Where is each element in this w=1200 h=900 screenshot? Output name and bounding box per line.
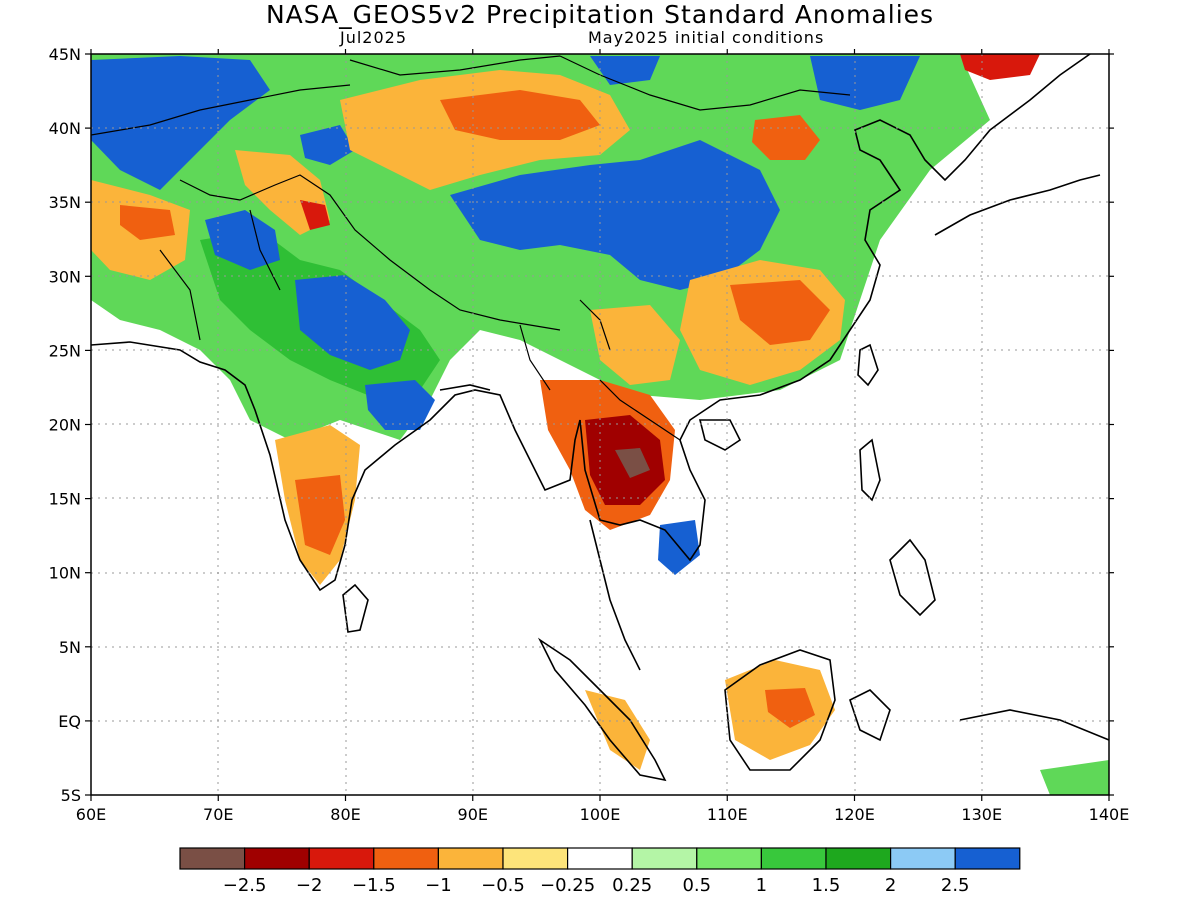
colorbar-swatch — [954, 847, 1021, 870]
dry-anomaly-borneo-core — [765, 688, 815, 728]
dry-anomaly-afghanistan-core — [120, 205, 175, 240]
map-title: NASA_GEOS5v2 Precipitation Standard Anom… — [265, 0, 935, 29]
dry-anomaly-deccan-core — [295, 475, 345, 555]
colorbar-label: −1.5 — [352, 875, 396, 896]
latitude-axis: 45N 40N 35N 30N 25N 20N 15N 10N 5N EQ 5S — [49, 45, 1114, 805]
forecast-month: Jul2025 — [340, 28, 408, 47]
anomaly-field — [91, 54, 1109, 795]
dry-anomaly-north-china — [752, 115, 820, 160]
lon-label: 60E — [76, 805, 106, 824]
lon-label: 130E — [961, 805, 1002, 824]
wet-anomaly-pakistan — [205, 210, 280, 270]
wet-anomaly-mongolia — [810, 56, 920, 110]
lon-label: 110E — [707, 805, 748, 824]
lon-label: 100E — [580, 805, 621, 824]
colorbar-swatch — [308, 847, 375, 870]
lat-label: 35N — [49, 193, 81, 212]
wet-anomaly-tibet — [450, 140, 780, 290]
wet-anomaly-central-india — [295, 275, 410, 370]
lat-label: 45N — [49, 45, 81, 64]
wet-anomaly-east-india — [365, 380, 435, 430]
coastlines — [91, 54, 1109, 782]
colorbar-label: 1.5 — [812, 875, 841, 896]
lon-label: 80E — [330, 805, 360, 824]
longitude-axis: 60E 70E 80E 90E 100E 110E 120E 130E 140E — [76, 49, 1130, 824]
colorbar-swatch — [696, 847, 762, 870]
lat-label: 5N — [59, 638, 81, 657]
colorbar-swatch — [179, 847, 246, 870]
lat-label: 30N — [49, 267, 81, 286]
lon-label: 70E — [203, 805, 233, 824]
wet-anomaly-xinjiang — [300, 125, 355, 165]
lon-label: 140E — [1089, 805, 1130, 824]
dry-anomaly-sumatra — [585, 690, 650, 770]
colorbar: −2.5 −2 −1.5 −1 −0.5 −0.25 0.25 0.5 1 1.5 2 2.5 — [179, 847, 1021, 896]
colorbar-swatch — [631, 847, 698, 870]
lat-label: 10N — [49, 564, 81, 583]
colorbar-label: 2.5 — [941, 875, 970, 896]
initial-conditions: May2025 initial conditions — [588, 28, 825, 47]
dry-anomaly-korea-japan — [960, 54, 1040, 80]
colorbar-label: −2 — [296, 875, 323, 896]
wet-anomaly-northwest — [91, 56, 270, 190]
colorbar-swatch — [373, 847, 439, 870]
lat-label: 25N — [49, 341, 81, 360]
dry-anomaly-south-china-core — [730, 280, 830, 345]
country-borders — [91, 55, 851, 441]
colorbar-label: 1 — [756, 875, 767, 896]
colorbar-swatch — [889, 847, 956, 870]
colorbar-swatch — [244, 847, 310, 870]
colorbar-swatch — [825, 847, 892, 870]
lat-label: 5S — [61, 786, 81, 805]
colorbar-swatch — [760, 847, 827, 870]
dry-anomaly-yunnan — [590, 305, 680, 385]
lon-label: 90E — [458, 805, 488, 824]
colorbar-label: 0.5 — [682, 875, 711, 896]
dry-anomaly-kashmir-core — [300, 200, 330, 230]
colorbar-label: −0.5 — [481, 875, 525, 896]
colorbar-label: 2 — [885, 875, 896, 896]
colorbar-label: −2.5 — [223, 875, 267, 896]
colorbar-label: 0.25 — [612, 875, 652, 896]
graticule — [91, 54, 1109, 795]
lat-label: EQ — [58, 712, 81, 731]
colorbar-label: −1 — [425, 875, 452, 896]
colorbar-swatch — [502, 847, 569, 870]
colorbar-label: −0.25 — [540, 875, 595, 896]
colorbar-swatch — [437, 847, 504, 870]
lat-label: 40N — [49, 119, 81, 138]
colorbar-swatch — [566, 847, 633, 870]
lat-label: 15N — [49, 490, 81, 509]
dry-anomaly-thailand-max — [615, 448, 650, 478]
lat-label: 20N — [49, 416, 81, 435]
lon-label: 120E — [834, 805, 875, 824]
wet-anomaly-maritime — [1040, 760, 1109, 795]
